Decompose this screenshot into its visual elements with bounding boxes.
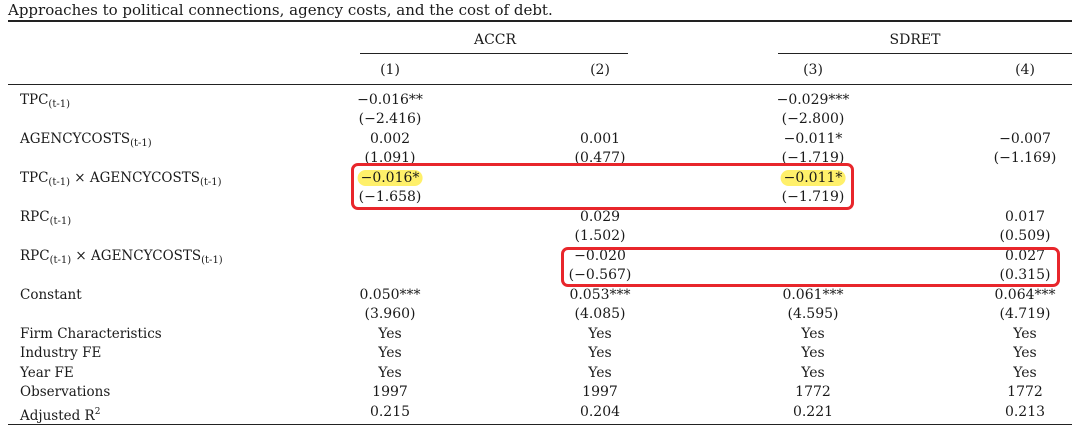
- row-label: TPC(t-1) × AGENCYCOSTS(t-1): [20, 170, 222, 188]
- coefficient-cell: −0.029***: [776, 92, 850, 108]
- t-stat-cell: (−1.719): [781, 189, 845, 205]
- control-cell: Yes: [1013, 326, 1037, 342]
- coefficient-cell: 0.001: [579, 131, 621, 147]
- annotation-box-tpc-interaction: [351, 163, 854, 210]
- control-cell: Yes: [801, 326, 825, 342]
- coefficient-cell: 0.027: [1004, 248, 1046, 264]
- group-header-accr: ACCR: [473, 32, 517, 48]
- annotation-box-rpc-interaction: [561, 247, 1060, 287]
- row-label: Constant: [20, 287, 82, 303]
- t-stat-cell: (3.960): [364, 306, 416, 322]
- t-stat-cell: (−1.169): [993, 150, 1057, 166]
- t-stat-cell: (0.315): [999, 267, 1051, 283]
- t-stat-cell: (−0.567): [568, 267, 632, 283]
- control-cell: Yes: [588, 345, 612, 362]
- t-stat-cell: (−2.800): [781, 111, 845, 127]
- row-label: AGENCYCOSTS(t-1): [20, 131, 152, 149]
- coefficient-cell: −0.011*: [783, 131, 843, 147]
- r2-cell: 0.213: [1004, 403, 1046, 420]
- top-rule: [8, 20, 1072, 22]
- row-label: RPC(t-1) × AGENCYCOSTS(t-1): [20, 248, 223, 266]
- coefficient-cell: 0.061***: [782, 287, 844, 303]
- control-cell: Yes: [378, 364, 402, 381]
- r2-cell: 0.204: [579, 403, 621, 420]
- bottom-rule: [8, 424, 1072, 425]
- group-rule-accr: [360, 53, 628, 54]
- t-stat-cell: (−2.416): [358, 111, 422, 127]
- control-cell: Yes: [801, 364, 825, 381]
- coefficient-cell: 0.017: [1004, 209, 1046, 225]
- t-stat-cell: (0.477): [574, 150, 626, 166]
- control-cell: Yes: [588, 364, 612, 381]
- coefficient-cell: −0.011*: [780, 169, 846, 187]
- row-label: Observations: [20, 384, 111, 401]
- r2-cell: 0.215: [369, 403, 411, 420]
- control-cell: Yes: [378, 326, 402, 342]
- control-cell: 1772: [1007, 384, 1043, 401]
- coefficient-cell: 0.053***: [569, 287, 631, 303]
- row-label-adjusted-r2: Adjusted R2: [20, 406, 101, 424]
- control-cell: Yes: [588, 326, 612, 342]
- coefficient-cell: −0.016**: [357, 92, 423, 108]
- control-cell: Yes: [1013, 364, 1037, 381]
- coefficient-cell: −0.016*: [357, 169, 423, 187]
- t-stat-cell: (4.595): [787, 306, 839, 322]
- control-cell: 1997: [582, 384, 618, 401]
- header-rule: [8, 84, 1072, 85]
- column-header: (4): [1015, 62, 1035, 78]
- t-stat-cell: (−1.658): [358, 189, 422, 205]
- coefficient-cell: −0.007: [999, 131, 1051, 147]
- table-caption: Approaches to political connections, age…: [8, 1, 553, 19]
- coefficient-cell: 0.029: [579, 209, 621, 225]
- r2-cell: 0.221: [792, 403, 834, 420]
- control-cell: Yes: [1013, 345, 1037, 362]
- coefficient-cell: −0.020: [574, 248, 626, 264]
- coefficient-cell: 0.064***: [994, 287, 1056, 303]
- column-header: (3): [803, 62, 823, 78]
- row-label: RPC(t-1): [20, 209, 72, 227]
- group-rule-sdret: [778, 53, 1072, 54]
- row-label: Year FE: [20, 364, 74, 381]
- t-stat-cell: (4.719): [999, 306, 1051, 322]
- t-stat-cell: (0.509): [999, 228, 1051, 244]
- group-header-sdret: SDRET: [889, 32, 941, 48]
- control-cell: Yes: [801, 345, 825, 362]
- coefficient-cell: 0.050***: [359, 287, 421, 303]
- t-stat-cell: (1.502): [574, 228, 626, 244]
- row-label: Industry FE: [20, 345, 102, 362]
- t-stat-cell: (−1.719): [781, 150, 845, 166]
- row-label: TPC(t-1): [20, 92, 70, 110]
- column-header: (1): [380, 62, 400, 78]
- row-label: Firm Characteristics: [20, 326, 162, 342]
- control-cell: 1997: [372, 384, 408, 401]
- t-stat-cell: (4.085): [574, 306, 626, 322]
- coefficient-cell: 0.002: [369, 131, 411, 147]
- control-cell: 1772: [795, 384, 831, 401]
- column-header: (2): [590, 62, 610, 78]
- control-cell: Yes: [378, 345, 402, 362]
- t-stat-cell: (1.091): [364, 150, 416, 166]
